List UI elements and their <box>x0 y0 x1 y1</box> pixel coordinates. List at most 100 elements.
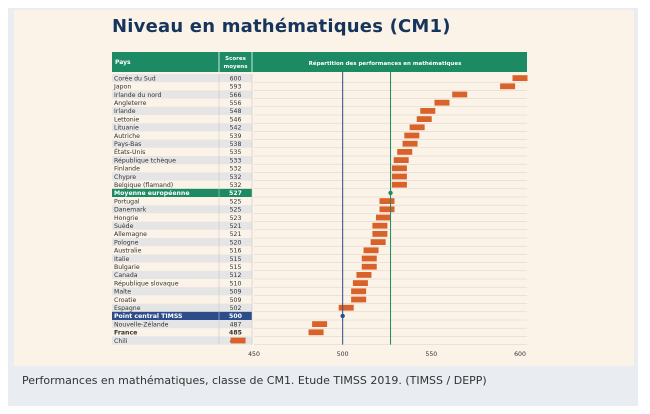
performance-bar <box>391 181 407 188</box>
country-label: Australie <box>114 248 142 255</box>
score-label: 593 <box>230 84 242 91</box>
score-label: 487 <box>230 321 242 328</box>
performance-bar <box>452 91 468 98</box>
country-label: Chypre <box>114 174 136 181</box>
row-band <box>112 270 252 279</box>
score-label: 533 <box>230 157 242 164</box>
performance-bar <box>361 263 377 270</box>
country-label: Corée du Sud <box>114 74 156 82</box>
row-band <box>112 287 252 296</box>
score-label: 532 <box>230 182 242 189</box>
country-label: Allemagne <box>114 231 147 238</box>
performance-bar <box>409 124 425 131</box>
performance-bar <box>230 337 246 344</box>
country-label: Irlande <box>114 108 136 115</box>
country-label: Lituanie <box>114 125 139 132</box>
performance-bar <box>434 99 450 106</box>
score-label: 512 <box>230 272 242 279</box>
country-label: Canada <box>114 272 138 279</box>
country-label: Bulgarie <box>114 264 140 271</box>
performance-bar <box>363 247 379 254</box>
performance-bar <box>351 296 367 303</box>
header-repartition: Répartition des performances en mathémat… <box>309 60 462 67</box>
country-label: République tchèque <box>114 156 176 164</box>
country-label: Italie <box>114 256 129 263</box>
row-band <box>112 221 252 230</box>
row-band <box>112 320 252 329</box>
performance-bar <box>338 304 354 311</box>
row-band <box>112 205 252 214</box>
score-label: 515 <box>230 256 242 263</box>
figure-caption: Performances en mathématiques, classe de… <box>22 374 487 387</box>
country-label: Chili <box>114 338 128 345</box>
country-label: Autriche <box>114 133 140 140</box>
country-label: Finlande <box>114 166 140 173</box>
row-band <box>112 123 252 132</box>
row-band <box>112 74 252 83</box>
performance-bar <box>372 231 388 237</box>
country-label: Portugal <box>114 198 140 205</box>
country-label: Lettonie <box>114 116 139 123</box>
country-label: Pologne <box>114 239 139 246</box>
score-label: 566 <box>230 92 242 99</box>
performance-bar <box>361 255 377 262</box>
score-label: 527 <box>229 190 242 197</box>
score-label: 502 <box>230 305 242 312</box>
score-label: 510 <box>230 280 242 287</box>
x-tick-label: 600 <box>514 351 526 358</box>
score-label: 509 <box>230 289 242 296</box>
country-label: Danemark <box>114 207 147 214</box>
score-label: 532 <box>230 166 242 173</box>
score-label: 485 <box>229 330 242 337</box>
performance-bar <box>500 83 516 90</box>
performance-bar <box>351 288 367 295</box>
x-tick-label: 450 <box>248 351 260 358</box>
score-label: 538 <box>230 141 242 148</box>
country-label: Malte <box>114 289 131 296</box>
performance-bar <box>352 280 368 286</box>
score-label: 532 <box>230 174 242 181</box>
country-label: Nouvelle-Zélande <box>114 320 169 328</box>
country-label: Angleterre <box>114 100 147 107</box>
performance-bar <box>420 108 436 114</box>
performance-bar <box>402 140 418 147</box>
performance-bar <box>312 321 328 327</box>
score-label: 600 <box>230 75 242 82</box>
row-band <box>112 90 252 99</box>
table-header <box>112 52 527 72</box>
row-band <box>112 156 252 165</box>
performance-bar <box>379 198 395 204</box>
score-label: 556 <box>230 100 242 107</box>
country-label: Hongrie <box>114 215 139 222</box>
score-label: 520 <box>230 239 242 246</box>
score-label: 542 <box>230 125 242 132</box>
score-label: 509 <box>230 297 242 304</box>
performance-bar <box>370 239 386 245</box>
score-label: 546 <box>230 116 242 123</box>
performance-bar <box>308 329 324 336</box>
performance-bar <box>391 173 407 180</box>
highlight-row-bg <box>112 188 252 197</box>
score-label: 535 <box>230 149 242 156</box>
country-label: États-Unis <box>114 147 145 156</box>
country-label: Espagne <box>114 305 141 312</box>
row-band <box>112 106 252 115</box>
country-label: République slovaque <box>114 279 179 287</box>
performance-bar <box>372 222 388 229</box>
row-band <box>112 254 252 263</box>
country-label: Pays-Bas <box>114 141 141 148</box>
performance-bar <box>512 75 528 81</box>
country-label: France <box>114 330 137 337</box>
header-moyens: moyens <box>223 64 248 70</box>
score-label: 521 <box>230 223 242 230</box>
score-label: 515 <box>230 264 242 271</box>
row-band <box>112 303 252 312</box>
country-label: Belgique (flamand) <box>114 182 173 189</box>
country-label: Moyenne européenne <box>114 189 190 197</box>
header-scores: Scores <box>225 56 246 62</box>
row-band <box>112 172 252 181</box>
score-label: 548 <box>230 108 242 115</box>
row-band <box>112 238 252 247</box>
performance-bar <box>356 272 372 278</box>
performance-bar <box>416 116 432 122</box>
